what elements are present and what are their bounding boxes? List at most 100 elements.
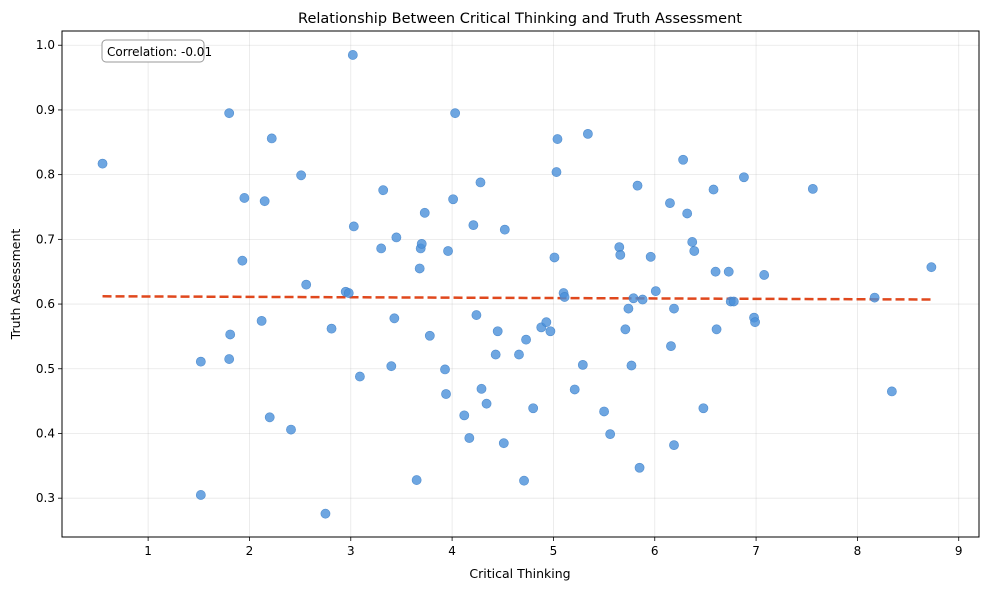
scatter-point [296, 170, 307, 181]
correlation-annotation: Correlation: -0.01 [101, 39, 212, 63]
scatter-point [224, 108, 235, 119]
scatter-point [620, 324, 631, 335]
scatter-point [492, 326, 503, 337]
scatter-point [669, 303, 679, 314]
scatter-point [759, 270, 770, 280]
scatter-point [682, 208, 693, 219]
scatter-point [750, 317, 760, 328]
x-axis-label: Critical Thinking [469, 566, 570, 581]
scatter-point [391, 232, 402, 243]
scatter-point [926, 262, 937, 273]
scatter-point [225, 329, 236, 340]
scatter-point [521, 334, 531, 345]
x-tick-label: 1 [144, 544, 152, 558]
scatter-point [348, 221, 359, 232]
scatter-point [605, 429, 616, 440]
x-tick-label: 4 [448, 544, 456, 558]
scatter-point [414, 263, 425, 274]
scatter-point [264, 412, 275, 423]
scatter-point [569, 384, 580, 395]
scatter-point [623, 303, 634, 314]
scatter-point [481, 398, 492, 409]
x-tick-label: 7 [752, 544, 760, 558]
scatter-point [577, 359, 588, 370]
scatter-point [628, 293, 639, 304]
scatter-point [343, 288, 354, 298]
scatter-point [559, 292, 570, 302]
scatter-point [320, 508, 331, 519]
scatter-point [689, 246, 700, 256]
scatter-point [514, 349, 524, 360]
scatter-point [476, 383, 487, 394]
y-tick-label: 0.3 [36, 491, 55, 505]
scatter-point [354, 371, 365, 382]
grid-lines [62, 31, 979, 537]
scatter-point [687, 237, 698, 247]
scatter-point [886, 386, 897, 397]
scatter-point [678, 154, 689, 165]
scatter-point [552, 134, 563, 144]
data-points [97, 50, 937, 519]
correlation-text: Correlation: -0.01 [107, 45, 212, 59]
scatter-point [665, 198, 675, 209]
trend-layer [102, 295, 934, 301]
scatter-point [666, 341, 676, 352]
scatter-point [286, 424, 296, 435]
scatter-point [615, 249, 626, 260]
y-tick-label: 0.5 [36, 362, 55, 376]
scatter-point [440, 364, 450, 375]
scatter-point [551, 167, 562, 177]
y-tick-label: 0.8 [36, 168, 55, 182]
y-tick-label: 0.6 [36, 297, 55, 311]
scatter-point [739, 172, 749, 183]
scatter-point [259, 196, 270, 207]
scatter-point [326, 323, 337, 334]
x-tick-label: 3 [347, 544, 355, 558]
scatter-point [411, 475, 422, 485]
scatter-point [582, 128, 593, 139]
scatter-point [545, 326, 556, 337]
x-tick-label: 9 [955, 544, 963, 558]
scatter-point [645, 251, 656, 262]
scatter-point [710, 266, 721, 277]
scatter-point [728, 296, 739, 307]
scatter-point [723, 266, 734, 277]
scatter-point [224, 354, 235, 364]
y-tick-label: 0.4 [36, 426, 55, 440]
scatter-point [634, 462, 645, 473]
x-tick-label: 5 [550, 544, 558, 558]
scatter-point [266, 133, 277, 144]
scatter-point [450, 108, 461, 119]
scatter-point [650, 286, 661, 297]
scatter-point [626, 360, 637, 371]
scatter-point [448, 194, 459, 205]
scatter-point [416, 238, 427, 249]
scatter-point [471, 310, 482, 320]
x-tick-label: 6 [651, 544, 659, 558]
scatter-point [443, 246, 453, 256]
scatter-point [441, 389, 451, 399]
scatter-point [498, 438, 509, 449]
scatter-point [807, 183, 818, 194]
scatter-point [301, 279, 312, 290]
correlation-box [101, 39, 205, 63]
scatter-point [490, 349, 501, 360]
trend-line [102, 295, 934, 301]
y-tick-label: 1.0 [36, 38, 55, 52]
y-axis-label: Truth Assessment [8, 229, 23, 341]
scatter-point [549, 252, 560, 263]
scatter-point [708, 184, 719, 195]
scatter-point [378, 185, 389, 196]
scatter-point [424, 330, 435, 341]
scatter-point [256, 315, 267, 326]
plot-frame [61, 30, 980, 538]
scatter-point [669, 440, 679, 451]
scatter-point [347, 50, 358, 60]
scatter-point [195, 490, 206, 500]
scatter-point [869, 292, 880, 303]
scatter-point [711, 324, 722, 335]
scatter-point [499, 224, 510, 235]
y-axis-ticks: 0.3 0.4 0.5 0.6 0.7 0.8 0.9 1.0 [36, 38, 62, 505]
